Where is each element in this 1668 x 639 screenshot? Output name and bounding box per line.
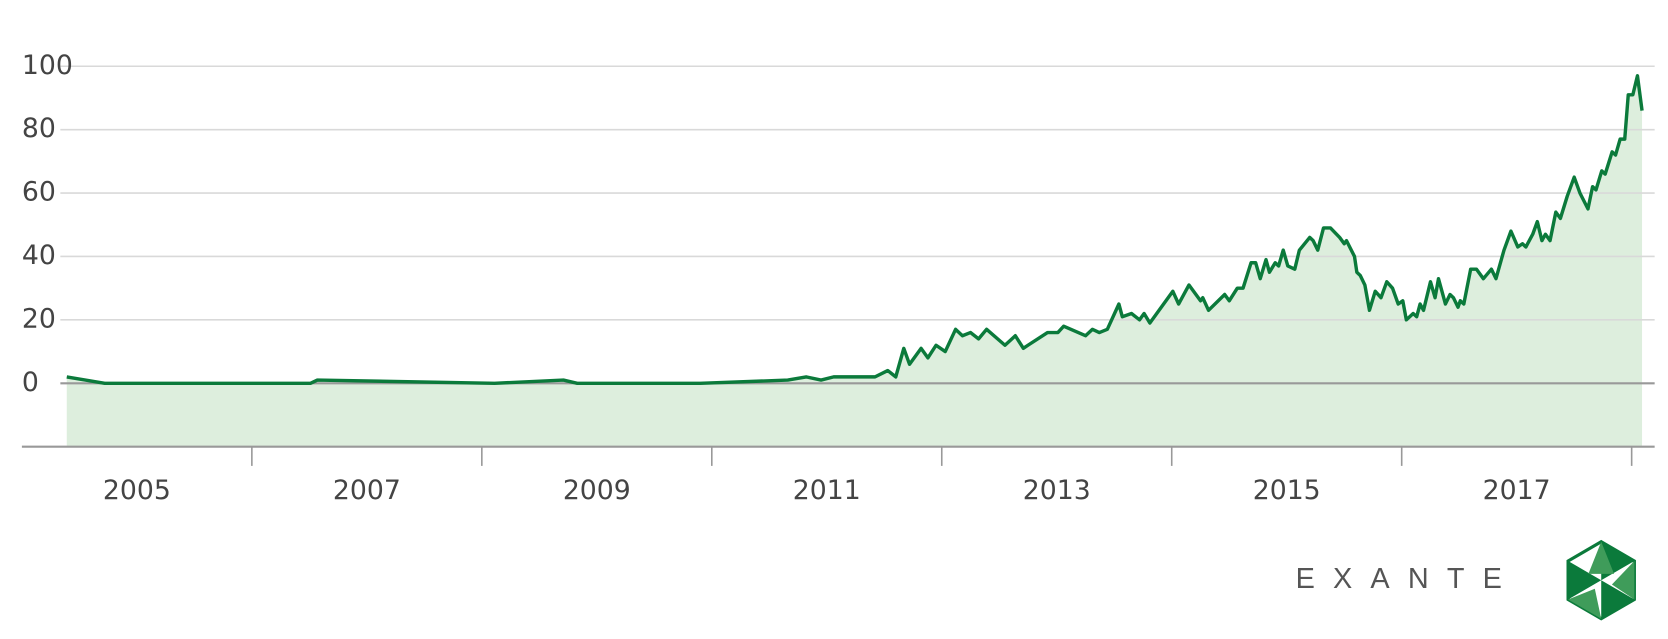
x-tick-label: 2013	[1023, 475, 1091, 506]
x-tick-label: 2005	[103, 475, 171, 506]
x-tick-label: 2011	[793, 475, 861, 506]
y-tick-label: 60	[22, 177, 56, 208]
x-tick-label: 2007	[333, 475, 401, 506]
area-fill	[66, 75, 1643, 447]
logo-icon	[1566, 539, 1636, 621]
x-tick-label: 2009	[563, 475, 631, 506]
logo-text: EXANTE	[1296, 563, 1520, 595]
y-tick-label: 20	[22, 303, 56, 334]
x-tick-label: 2017	[1483, 475, 1551, 506]
line	[66, 74, 1644, 386]
y-tick-label: 80	[22, 113, 56, 144]
y-tick-label: 0	[22, 367, 39, 398]
y-tick-label: 100	[22, 50, 73, 81]
y-tick-label: 40	[22, 240, 56, 271]
x-tick-label: 2015	[1253, 475, 1321, 506]
plot-area: 0 20 40 60 80 100 2005 2007 2009 2011 2013 2015 2017	[21, 50, 1655, 506]
